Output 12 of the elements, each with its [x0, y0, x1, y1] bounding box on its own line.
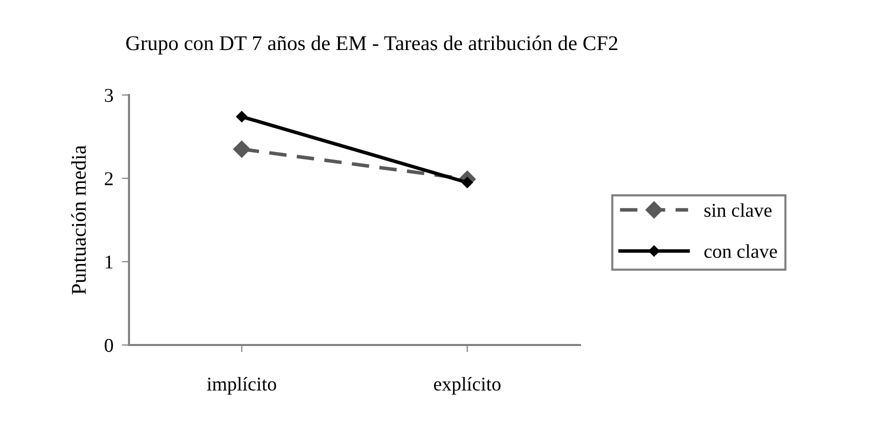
x-tick-label: implícito	[207, 376, 276, 395]
legend-label: sin clave	[704, 203, 772, 217]
y-axis-title: Puntuación media	[71, 145, 86, 294]
x-tick-label: explícito	[434, 376, 501, 395]
y-tick-label: 2	[104, 172, 113, 186]
chart-title: Grupo con DT 7 años de EM - Tareas de atribución de CF2	[126, 36, 618, 54]
y-tick-label: 1	[106, 256, 113, 268]
point	[233, 140, 250, 158]
point	[236, 111, 248, 122]
y-tick-label: 3	[104, 88, 113, 102]
legend-label: con clave	[704, 244, 777, 258]
y-tick-label: 0	[104, 338, 113, 352]
